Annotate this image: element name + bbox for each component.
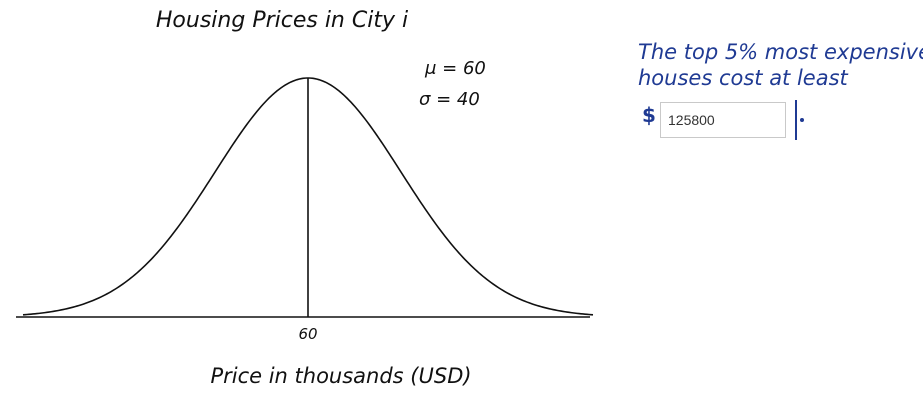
figure-title: Housing Prices in City i: [156, 8, 408, 33]
answer-input[interactable]: [660, 102, 786, 138]
input-bracket-mark: [795, 100, 797, 140]
dollar-sign: $: [642, 103, 656, 127]
x-axis-label: Price in thousands (USD): [210, 364, 471, 388]
mu-label: μ = 60: [424, 58, 486, 79]
question-line-2: houses cost at least: [638, 66, 848, 90]
center-tick-label: 60: [298, 325, 317, 343]
sigma-label: σ = 40: [419, 89, 480, 110]
question-line-1: The top 5% most expensive: [638, 40, 923, 64]
sentence-period: [800, 118, 804, 122]
